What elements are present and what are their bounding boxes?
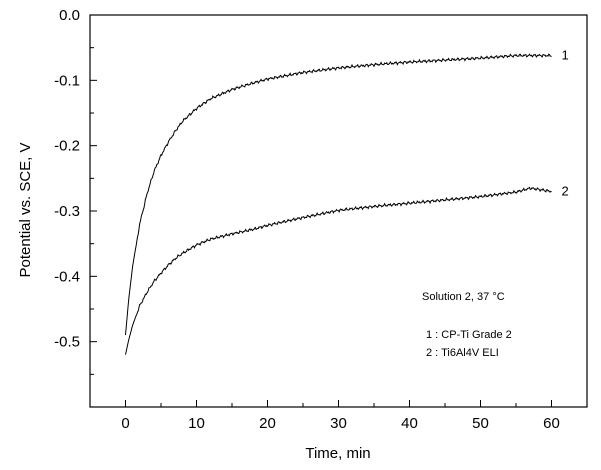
x-tick-label: 20 — [259, 415, 276, 432]
y-tick-label: -0.5 — [54, 334, 80, 351]
x-axis-ticks: 0 10 20 30 40 50 60 — [89, 400, 588, 432]
y-tick-label: -0.4 — [54, 268, 80, 285]
y-axis-ticks: 0.0 -0.1 -0.2 -0.3 -0.4 -0.5 — [54, 7, 97, 375]
y-axis-title: Potential vs. SCE, V — [17, 142, 34, 277]
x-tick-label: 40 — [401, 415, 418, 432]
series-label-1: 1 — [562, 48, 569, 63]
y-tick-label: -0.3 — [54, 203, 80, 220]
series-line-2 — [125, 186, 552, 355]
x-axis-title: Time, min — [305, 445, 370, 462]
y-tick-label: -0.1 — [54, 72, 80, 89]
condition-annotation: Solution 2, 37 °C — [422, 291, 505, 303]
x-tick-label: 30 — [330, 415, 347, 432]
x-tick-label: 60 — [543, 415, 560, 432]
x-tick-label: 10 — [188, 415, 205, 432]
series-line-1 — [125, 53, 552, 336]
series-layer: 12 — [125, 48, 569, 355]
legend-entry-1: 1 : CP-Ti Grade 2 — [426, 329, 512, 341]
series-label-2: 2 — [562, 183, 569, 198]
legend-entry-2: 2 : Ti6Al4V ELI — [426, 347, 499, 359]
x-tick-label: 50 — [472, 415, 489, 432]
y-tick-label: -0.2 — [54, 138, 80, 155]
x-tick-label: 0 — [121, 415, 129, 432]
y-tick-label: 0.0 — [59, 7, 80, 24]
